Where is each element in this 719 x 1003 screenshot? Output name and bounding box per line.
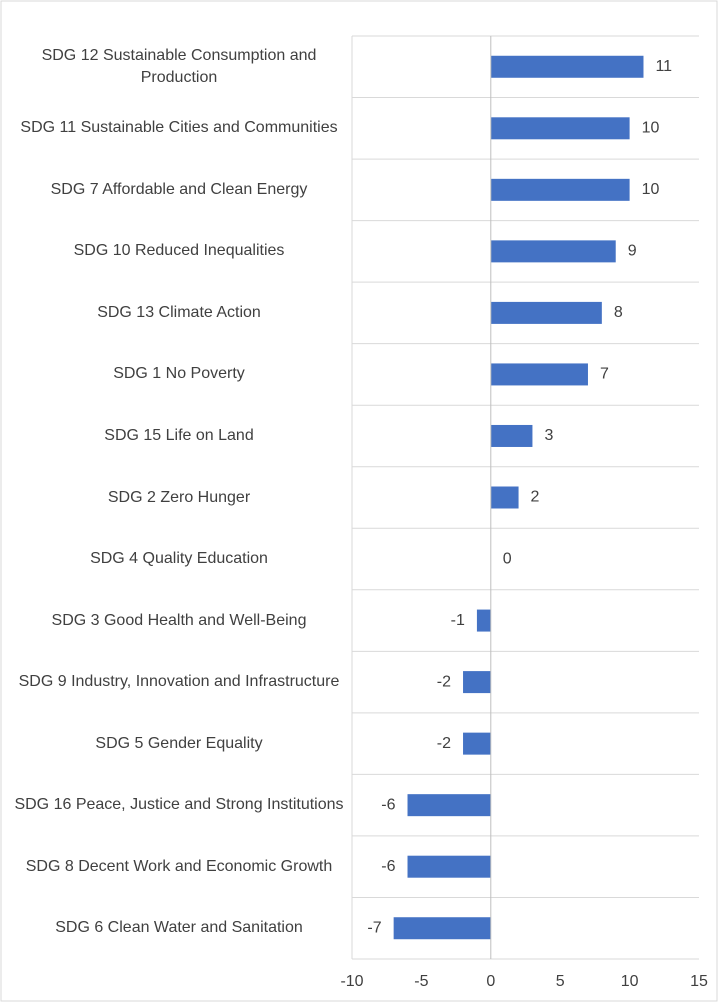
data-label: 10 [642,181,660,198]
y-tick-label: SDG 7 Affordable and Clean Energy [50,180,308,198]
y-tick-label: SDG 4 Quality Education [90,550,268,568]
x-tick-label: 0 [486,973,495,990]
bar [490,117,630,140]
bar [490,240,616,263]
bar [490,178,630,201]
y-tick-label: SDG 1 No Poverty [113,365,245,383]
y-tick-label: SDG 6 Clean Water and Sanitation [55,919,303,937]
data-label: -6 [381,858,395,875]
bar [476,609,491,632]
y-tick-label: SDG 5 Gender Equality [95,734,263,752]
bar [407,794,491,817]
data-label: 2 [531,489,540,506]
y-tick-label: SDG 2 Zero Hunger [107,488,251,506]
y-tick-label: SDG 9 Industry, Innovation and Infrastru… [18,673,340,691]
data-label: 11 [655,58,672,75]
x-tick-label: 15 [690,973,708,990]
y-tick-label: SDG 13 Climate Action [97,303,261,321]
data-label: -6 [381,796,395,813]
y-tick-label: SDG 10 Reduced Inequalities [73,242,285,260]
y-tick-label: SDG 3 Good Health and Well-Being [51,611,307,629]
bar [490,424,533,447]
data-label: -2 [437,673,451,690]
data-label: 9 [628,243,637,260]
data-label: 8 [614,304,623,321]
data-label: 3 [544,427,553,444]
data-label: 7 [600,366,609,383]
data-label: -7 [367,919,381,936]
y-tick-label: SDG 15 Life on Land [104,426,254,444]
bar [463,732,491,755]
y-tick-label: SDG 11 Sustainable Cities and Communitie… [20,119,338,137]
y-tick-label: SDG 12 Sustainable Consumption and Produ… [41,46,317,86]
bar [407,855,491,878]
x-tick-label: -5 [414,973,428,990]
data-label: 10 [642,120,660,137]
data-label: 0 [503,550,512,567]
bar [490,301,602,324]
bar [393,917,491,940]
bar [490,486,519,509]
x-tick-label: 10 [621,973,639,990]
bar [490,363,588,386]
y-tick-label: SDG 8 Decent Work and Economic Growth [25,857,333,875]
data-label: -1 [451,612,465,629]
x-tick-label: 5 [556,973,565,990]
bar [463,671,491,694]
data-label: -2 [437,735,451,752]
y-tick-label: SDG 16 Peace, Justice and Strong Institu… [14,796,344,814]
bar [490,55,644,78]
x-tick-label: -10 [340,973,363,990]
